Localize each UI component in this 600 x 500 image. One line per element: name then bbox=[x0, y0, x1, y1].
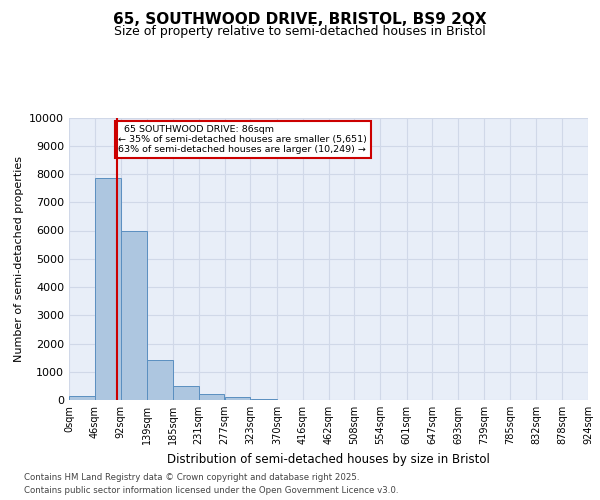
Bar bbox=[199, 394, 224, 400]
Text: Contains public sector information licensed under the Open Government Licence v3: Contains public sector information licen… bbox=[24, 486, 398, 495]
Text: Contains HM Land Registry data © Crown copyright and database right 2025.: Contains HM Land Registry data © Crown c… bbox=[24, 474, 359, 482]
Bar bbox=[173, 386, 199, 400]
Bar bbox=[69, 396, 95, 400]
Y-axis label: Number of semi-detached properties: Number of semi-detached properties bbox=[14, 156, 23, 362]
Bar bbox=[147, 360, 173, 400]
Text: 65, SOUTHWOOD DRIVE, BRISTOL, BS9 2QX: 65, SOUTHWOOD DRIVE, BRISTOL, BS9 2QX bbox=[113, 12, 487, 28]
X-axis label: Distribution of semi-detached houses by size in Bristol: Distribution of semi-detached houses by … bbox=[167, 452, 490, 466]
Text: 65 SOUTHWOOD DRIVE: 86sqm
← 35% of semi-detached houses are smaller (5,651)
63% : 65 SOUTHWOOD DRIVE: 86sqm ← 35% of semi-… bbox=[118, 124, 367, 154]
Bar bbox=[95, 178, 121, 400]
Text: Size of property relative to semi-detached houses in Bristol: Size of property relative to semi-detach… bbox=[114, 25, 486, 38]
Bar bbox=[251, 398, 277, 400]
Bar bbox=[225, 397, 250, 400]
Bar bbox=[121, 230, 147, 400]
